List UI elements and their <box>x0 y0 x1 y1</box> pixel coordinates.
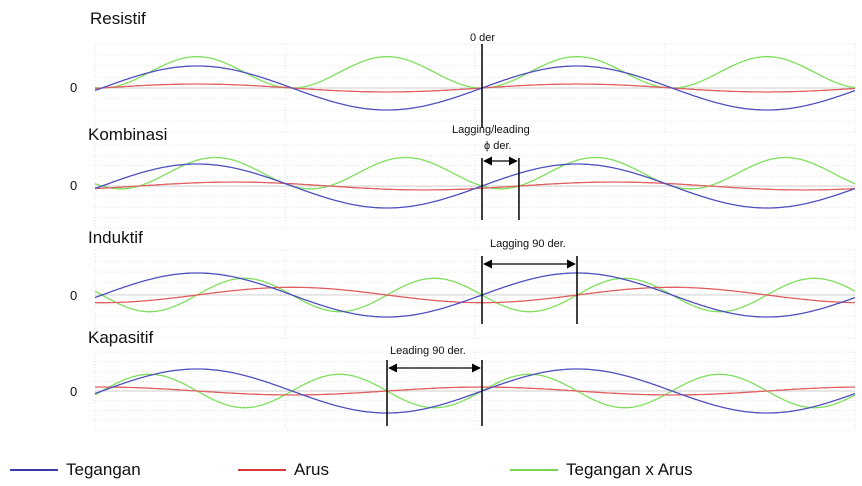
series-current-resistif <box>94 83 856 93</box>
legend-label-power: Tegangan x Arus <box>566 460 693 479</box>
panel-title-induktif: Induktif <box>88 228 143 247</box>
panel-title-kapasitif: Kapasitif <box>88 328 154 347</box>
zero-label-kapasitif: 0 <box>70 384 78 399</box>
series-voltage-kombinasi <box>94 163 856 209</box>
annotation-kombinasi-phi: ϕ der. <box>484 140 512 152</box>
series-voltage-kapasitif <box>94 368 856 414</box>
series-current-induktif <box>94 286 855 304</box>
legend-item-tegangan: Tegangan <box>10 458 141 482</box>
legend-item-arus: Arus <box>238 458 329 482</box>
series-current-kapasitif <box>95 386 855 396</box>
zero-label-induktif: 0 <box>70 288 78 303</box>
legend-swatch-tegangan <box>10 469 58 471</box>
panel-title-resistif: Resistif <box>90 9 146 28</box>
zero-label-kombinasi: 0 <box>70 178 78 193</box>
series-power-kombinasi <box>94 156 856 190</box>
legend-label-arus: Arus <box>294 460 329 479</box>
series-power-induktif <box>94 277 856 313</box>
legend-item-power: Tegangan x Arus <box>510 458 693 482</box>
series-power-kapasitif <box>94 373 856 409</box>
annotation-resistif: 0 der <box>470 32 496 44</box>
zero-label-resistif: 0 <box>70 80 78 95</box>
legend: Tegangan Arus Tegangan x Arus <box>0 458 862 484</box>
legend-label-tegangan: Tegangan <box>66 460 141 479</box>
panel-title-kombinasi: Kombinasi <box>88 125 168 144</box>
series-voltage-induktif <box>94 272 856 318</box>
legend-swatch-power <box>510 469 558 471</box>
annotation-kombinasi: Lagging/leading <box>452 124 530 136</box>
legend-swatch-arus <box>238 469 286 471</box>
annotation-kapasitif: Leading 90 der. <box>390 345 466 357</box>
annotation-induktif: Lagging 90 der. <box>490 238 566 250</box>
series-power-resistif <box>94 56 856 89</box>
series-voltage-resistif <box>94 65 856 111</box>
